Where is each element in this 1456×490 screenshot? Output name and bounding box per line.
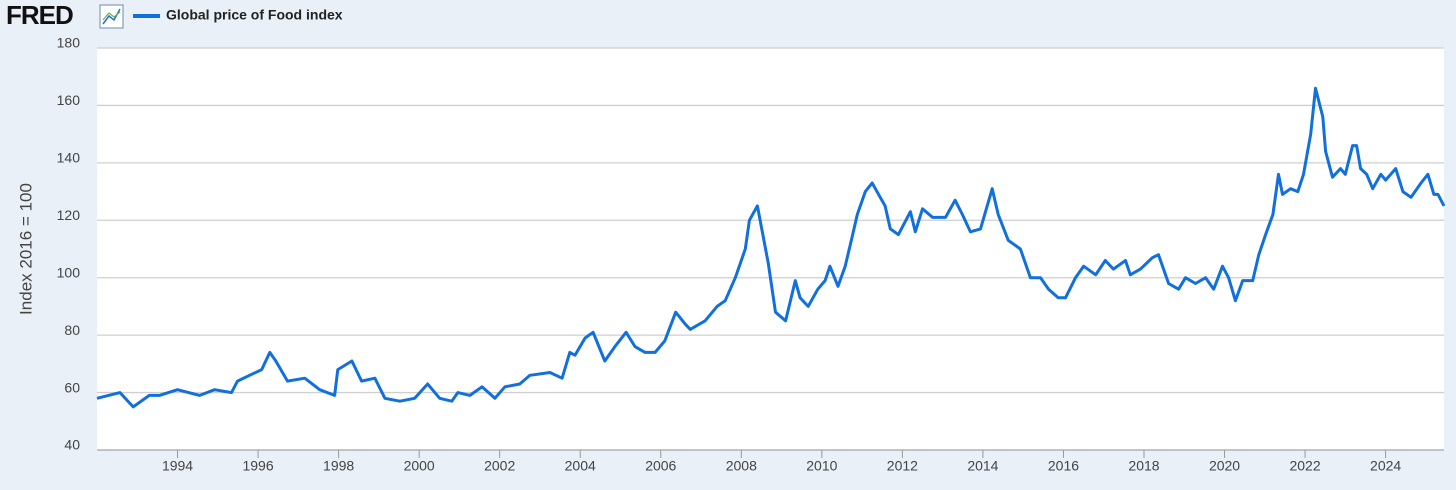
- x-tick-label: 2024: [1370, 458, 1401, 474]
- x-tick-label: 1996: [242, 458, 273, 474]
- y-tick-label: 60: [64, 379, 80, 395]
- legend-label: Global price of Food index: [166, 7, 343, 23]
- x-tick-label: 2012: [887, 458, 918, 474]
- y-axis-label: Index 2016 = 100: [16, 183, 35, 315]
- x-tick-label: 2014: [967, 458, 998, 474]
- data-line: [96, 86, 1446, 409]
- y-tick-label: 80: [64, 322, 80, 338]
- y-tick-label: 140: [57, 150, 81, 166]
- x-tick-label: 1994: [162, 458, 193, 474]
- x-tick-label: 2020: [1209, 458, 1240, 474]
- brand-logo: FRED: [6, 0, 73, 30]
- y-tick-label: 180: [57, 35, 81, 51]
- y-tick-label: 120: [57, 207, 81, 223]
- x-tick-label: 1998: [323, 458, 354, 474]
- x-tick-label: 2002: [484, 458, 515, 474]
- x-tick-label: 2004: [565, 458, 596, 474]
- x-tick-label: 2008: [726, 458, 757, 474]
- x-tick-label: 2016: [1048, 458, 1079, 474]
- x-tick-label: 2006: [645, 458, 676, 474]
- y-tick-label: 40: [64, 437, 80, 453]
- chart-icon: [99, 4, 124, 29]
- x-tick-label: 2022: [1289, 458, 1320, 474]
- x-tick-label: 2010: [806, 458, 837, 474]
- plot-area: [97, 48, 1444, 450]
- y-tick-label: 100: [57, 264, 81, 280]
- x-tick-label: 2000: [404, 458, 435, 474]
- x-tick-label: 2018: [1128, 458, 1159, 474]
- y-tick-label: 160: [57, 92, 81, 108]
